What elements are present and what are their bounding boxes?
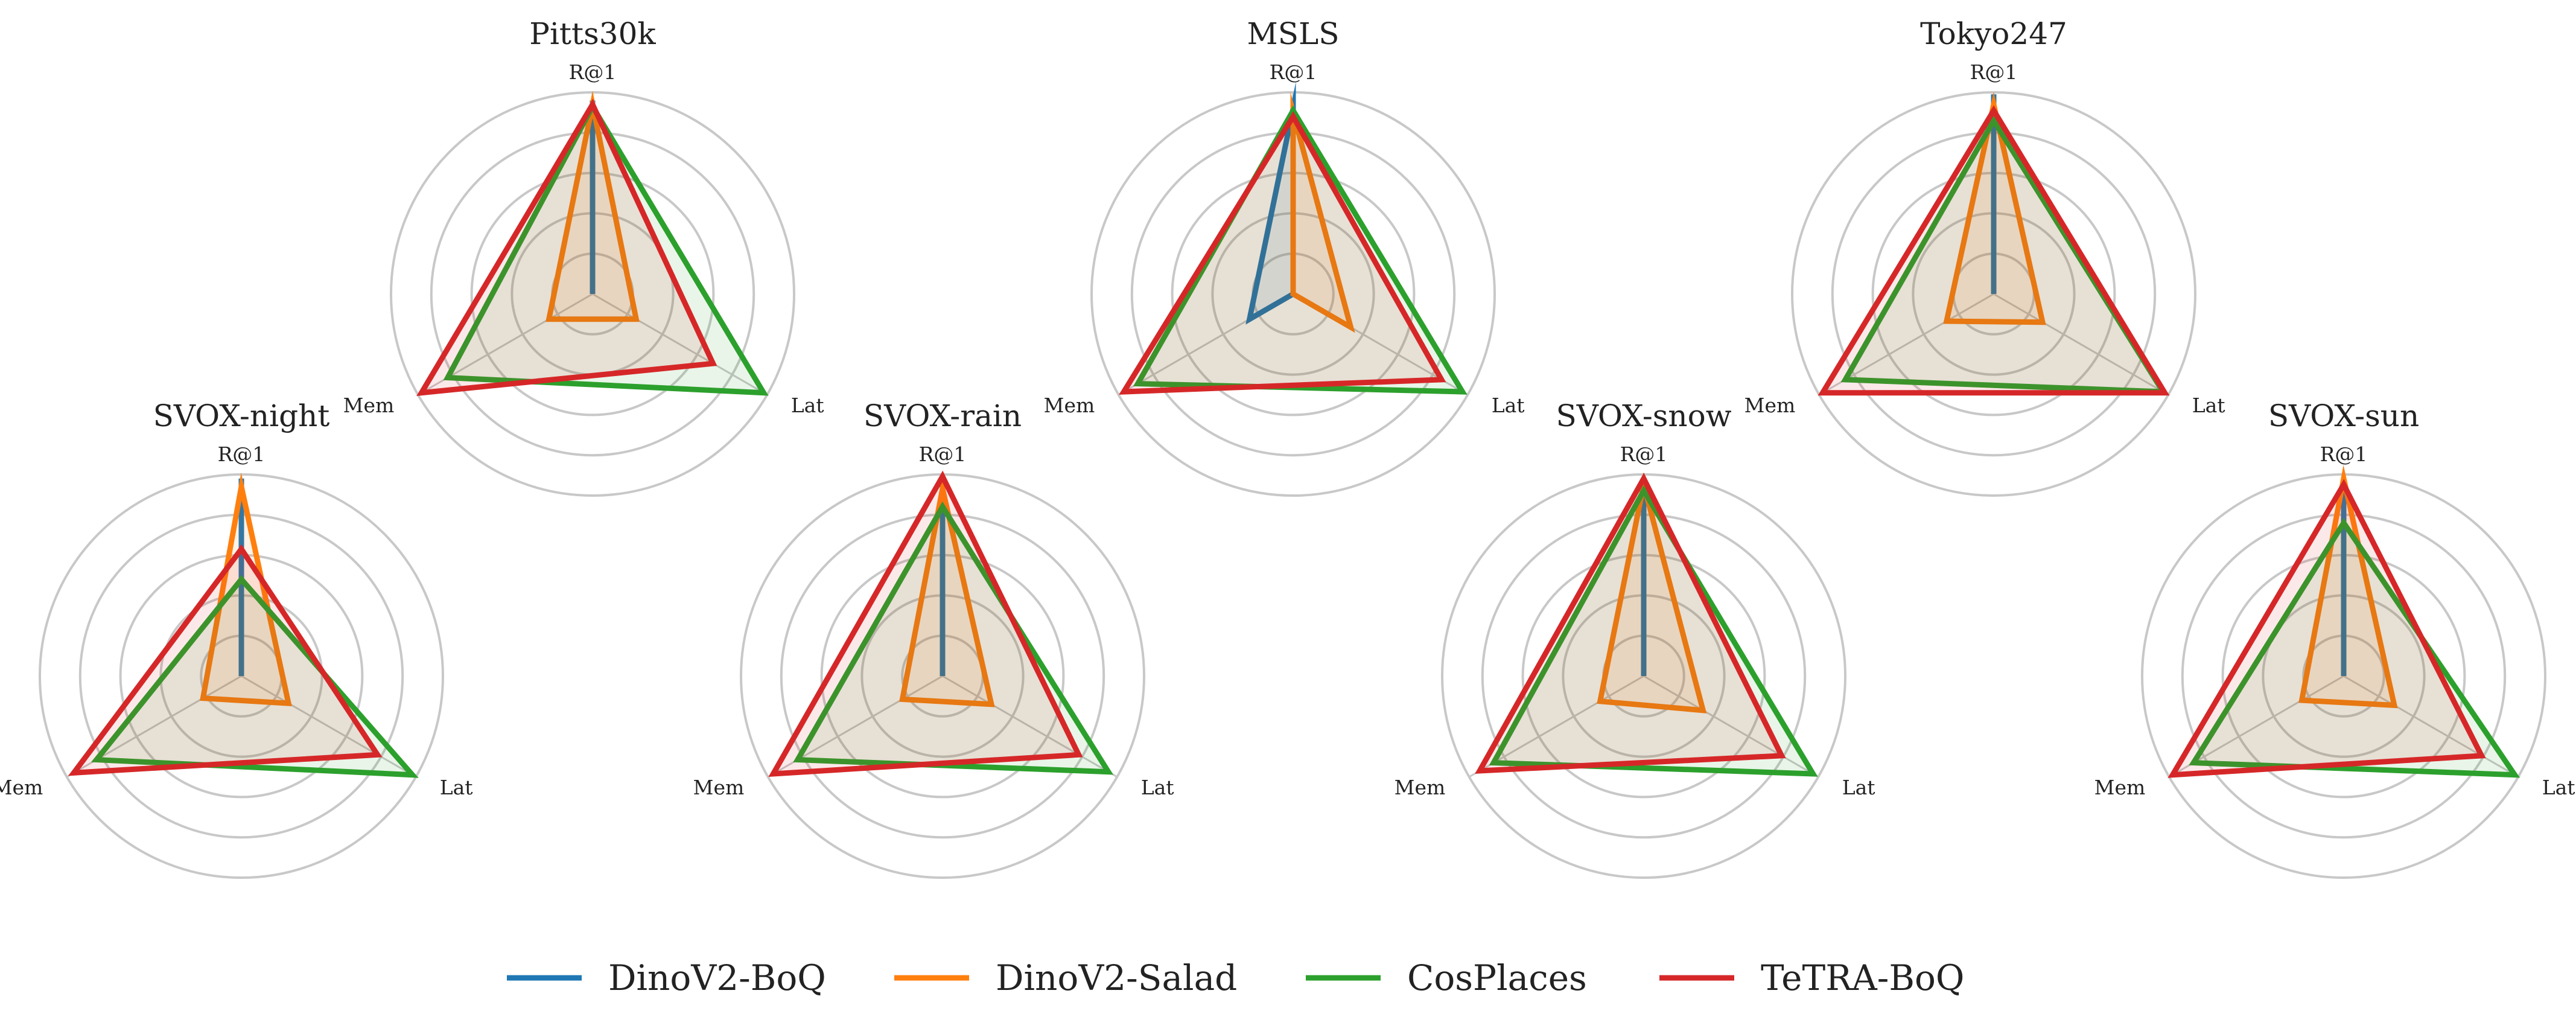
series-outline-tetra-boq xyxy=(416,98,717,397)
radar-chart-svox-night: R@1 Lat Mem SVOX-night xyxy=(0,398,473,879)
series-outline-tetra-boq xyxy=(1475,473,1786,774)
axis-label-lat: Lat xyxy=(440,776,473,799)
spoke-lat xyxy=(592,293,768,396)
axis-label-lat: Lat xyxy=(1492,394,1525,417)
axis-label-r-1: R@1 xyxy=(569,60,617,84)
series-area-tetra-boq xyxy=(421,104,713,393)
legend-label: DinoV2-BoQ xyxy=(608,957,826,998)
series-outline-dinov2-salad xyxy=(899,475,995,707)
series-area-dinov2-salad xyxy=(1600,484,1703,710)
legend-item-cosplaces: CosPlaces xyxy=(1306,957,1587,998)
radar-chart-msls: R@1 Lat Mem MSLS xyxy=(1044,16,1525,497)
series-outline-tetra-boq xyxy=(1818,105,2170,396)
spoke-lat xyxy=(2343,675,2519,778)
series-area-cosplaces xyxy=(1845,120,2163,392)
legend-label: CosPlaces xyxy=(1407,957,1587,998)
axis-label-mem: Mem xyxy=(1044,394,1095,417)
series-area-tetra-boq xyxy=(1480,478,1782,771)
radar-chart-pitts30k: R@1 Lat Mem Pitts30k xyxy=(343,16,824,497)
axis-label-r-1: R@1 xyxy=(1970,60,2018,84)
series-outline-cosplaces xyxy=(1489,485,1818,777)
legend: DinoV2-BoQ DinoV2-Salad CosPlaces TeTRA-BoQ xyxy=(507,957,1964,998)
series-outline-tetra-boq xyxy=(68,544,383,776)
radar-chart-svox-snow: R@1 Lat Mem SVOX-snow xyxy=(1395,398,1875,879)
series-area-cosplaces xyxy=(96,579,413,775)
series-area-tetra-boq xyxy=(74,549,378,773)
series-area-dinov2-salad xyxy=(2301,478,2394,706)
chart-title: Pitts30k xyxy=(529,16,656,51)
axis-label-mem: Mem xyxy=(693,776,745,799)
spoke-mem xyxy=(1468,675,1644,778)
spoke-lat xyxy=(241,675,417,778)
series-outline-dinov2-salad xyxy=(1290,92,1355,333)
axis-label-mem: Mem xyxy=(1395,776,1446,799)
axis-label-r-1: R@1 xyxy=(1270,60,1317,84)
series-area-dinov2-salad xyxy=(902,488,991,704)
spoke-lat xyxy=(1643,675,1819,778)
axis-label-lat: Lat xyxy=(2192,394,2225,417)
chart-title: SVOX-snow xyxy=(1556,398,1731,433)
series-area-dinov2-salad xyxy=(549,104,637,319)
series-area-dinov2-salad xyxy=(203,487,289,704)
legend-label: DinoV2-Salad xyxy=(996,957,1237,998)
series-outline-tetra-boq xyxy=(1119,111,1446,395)
series-outline-dinov2-salad xyxy=(1597,472,1707,713)
chart-title: SVOX-night xyxy=(153,398,330,433)
series-area-dinov2-salad xyxy=(1946,104,2043,322)
series-outline-tetra-boq xyxy=(768,470,1083,777)
chart-title: Tokyo247 xyxy=(1920,16,2067,51)
axis-label-mem: Mem xyxy=(1744,394,1796,417)
legend-label: TeTRA-BoQ xyxy=(1761,957,1964,998)
axis-label-lat: Lat xyxy=(2542,776,2575,799)
chart-title: SVOX-rain xyxy=(863,398,1022,433)
axis-label-r-1: R@1 xyxy=(2320,442,2368,466)
series-area-cosplaces xyxy=(797,506,1108,772)
axis-label-r-1: R@1 xyxy=(919,442,967,466)
series-outline-cosplaces xyxy=(793,501,1114,775)
spoke-lat xyxy=(942,675,1118,778)
series-area-tetra-boq xyxy=(2172,484,2482,775)
series-area-tetra-boq xyxy=(773,476,1079,774)
series-area-cosplaces xyxy=(1137,110,1463,392)
chart-title: MSLS xyxy=(1247,16,1340,51)
legend-item-dinov2-boq: DinoV2-BoQ xyxy=(507,957,826,998)
series-outline-cosplaces xyxy=(1840,115,2168,395)
axis-label-lat: Lat xyxy=(1141,776,1174,799)
axis-label-mem: Mem xyxy=(343,394,395,417)
spoke-lat xyxy=(1993,293,2169,396)
axis-label-mem: Mem xyxy=(0,776,43,799)
series-outline-dinov2-salad xyxy=(1943,92,2046,325)
axis-label-mem: Mem xyxy=(2094,776,2146,799)
series-area-cosplaces xyxy=(1493,490,1813,774)
legend-item-dinov2-salad: DinoV2-Salad xyxy=(894,957,1237,998)
series-area-tetra-boq xyxy=(1822,110,2165,393)
series-outline-cosplaces xyxy=(443,101,769,396)
series-outline-dinov2-salad xyxy=(2298,465,2398,709)
axis-label-lat: Lat xyxy=(791,394,824,417)
axis-label-lat: Lat xyxy=(1842,776,1875,799)
series-area-cosplaces xyxy=(2193,523,2515,775)
axis-label-r-1: R@1 xyxy=(1620,442,1668,466)
series-outline-dinov2-salad xyxy=(545,91,640,322)
radar-chart-svox-rain: R@1 Lat Mem SVOX-rain xyxy=(693,398,1174,879)
radar-chart-tokyo247: R@1 Lat Mem Tokyo247 xyxy=(1744,16,2225,497)
chart-title: SVOX-sun xyxy=(2268,398,2419,433)
radar-charts: R@1 Lat Mem Pitts30k R@1 Lat Mem MSLS R@1 Lat Mem T… xyxy=(0,16,2575,879)
series-area-cosplaces xyxy=(447,106,764,393)
radar-chart-svox-sun: R@1 Lat Mem SVOX-sun xyxy=(2094,398,2575,879)
legend-item-tetra-boq: TeTRA-BoQ xyxy=(1659,957,1964,998)
series-outline-tetra-boq xyxy=(2167,479,2486,778)
series-area-tetra-boq xyxy=(1124,117,1442,392)
series-outline-dinov2-salad xyxy=(200,472,292,706)
axis-label-r-1: R@1 xyxy=(218,442,266,466)
